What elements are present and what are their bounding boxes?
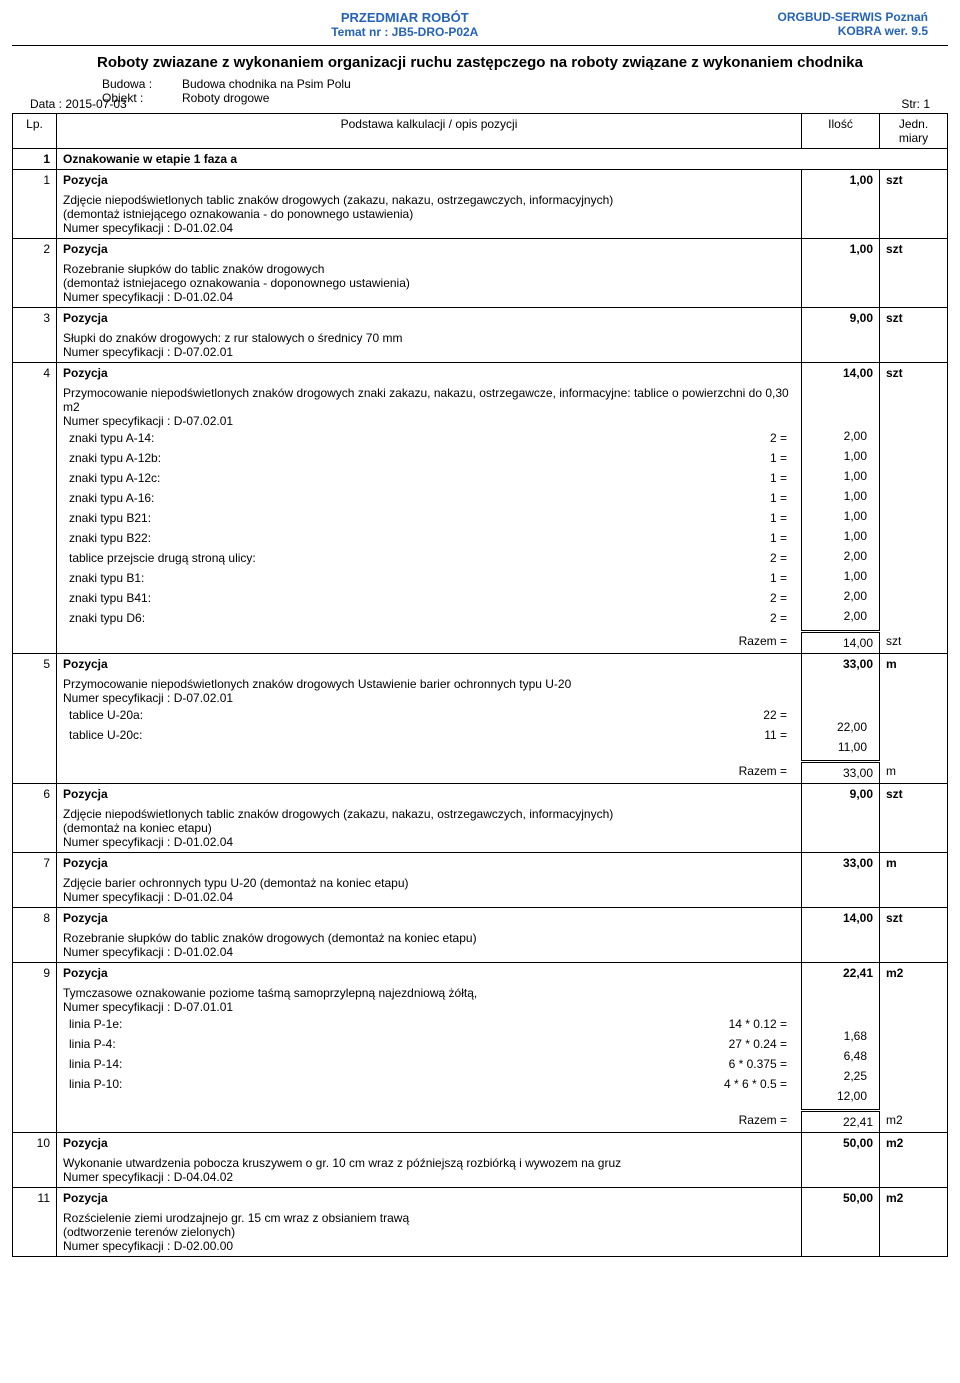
header-company: ORGBUD-SERWIS Poznań [778,10,928,24]
document-header: PRZEDMIAR ROBÓT Temat nr : JB5-DRO-P02A … [12,10,948,43]
razem-row: Razem =33,00m [13,761,948,783]
razem-row: Razem =14,00szt [13,631,948,653]
position-row: 4Pozycja14,00szt [13,363,948,384]
page-label: Str: 1 [901,97,930,111]
position-desc-row: Rozebranie słupków do tablic znaków drog… [13,259,948,308]
position-desc-row: Zdjęcie barier ochronnych typu U-20 (dem… [13,873,948,908]
positions-table: Lp. Podstawa kalkulacji / opis pozycji I… [12,113,948,1257]
position-row: 11Pozycja50,00m2 [13,1187,948,1208]
col-desc: Podstawa kalkulacji / opis pozycji [57,114,802,149]
col-lp: Lp. [13,114,57,149]
position-desc-row: Rozścielenie ziemi urodzajnejo gr. 15 cm… [13,1208,948,1257]
position-desc-row: Zdjęcie niepodświetlonych tablic znaków … [13,190,948,239]
position-desc-row: Przymocowanie niepodświetlonych znaków d… [13,383,948,631]
position-row: 3Pozycja9,00szt [13,308,948,329]
position-row: 5Pozycja33,00m [13,653,948,674]
col-qty: Ilość [802,114,880,149]
date-label: Data : 2015-07-03 [30,97,127,111]
header-rule [12,45,948,46]
main-title: Roboty zwiazane z wykonaniem organizacji… [12,54,948,71]
position-desc-row: Zdjęcie niepodświetlonych tablic znaków … [13,804,948,853]
section-row: 1Oznakowanie w etapie 1 faza a [13,149,948,170]
header-title: PRZEDMIAR ROBÓT [32,10,778,25]
position-desc-row: Wykonanie utwardzenia pobocza kruszywem … [13,1153,948,1188]
meta-budowa-label: Budowa : [102,77,182,91]
position-desc-row: Przymocowanie niepodświetlonych znaków d… [13,674,948,762]
position-row: 2Pozycja1,00szt [13,239,948,260]
position-row: 9Pozycja22,41m2 [13,962,948,983]
meta-obiekt-value: Roboty drogowe [182,91,269,105]
position-desc-row: Rozebranie słupków do tablic znaków drog… [13,928,948,963]
meta-budowa-value: Budowa chodnika na Psim Polu [182,77,351,91]
position-row: 7Pozycja33,00m [13,852,948,873]
header-subtitle: Temat nr : JB5-DRO-P02A [32,25,778,39]
header-version: KOBRA wer. 9.5 [778,24,928,38]
position-row: 6Pozycja9,00szt [13,783,948,804]
position-row: 8Pozycja14,00szt [13,907,948,928]
razem-row: Razem =22,41m2 [13,1110,948,1132]
position-desc-row: Słupki do znaków drogowych: z rur stalow… [13,328,948,363]
position-desc-row: Tymczasowe oznakowanie poziome taśmą sam… [13,983,948,1111]
position-row: 10Pozycja50,00m2 [13,1132,948,1153]
position-row: 1Pozycja1,00szt [13,170,948,191]
col-unit: Jedn. miary [880,114,948,149]
table-header-row: Lp. Podstawa kalkulacji / opis pozycji I… [13,114,948,149]
